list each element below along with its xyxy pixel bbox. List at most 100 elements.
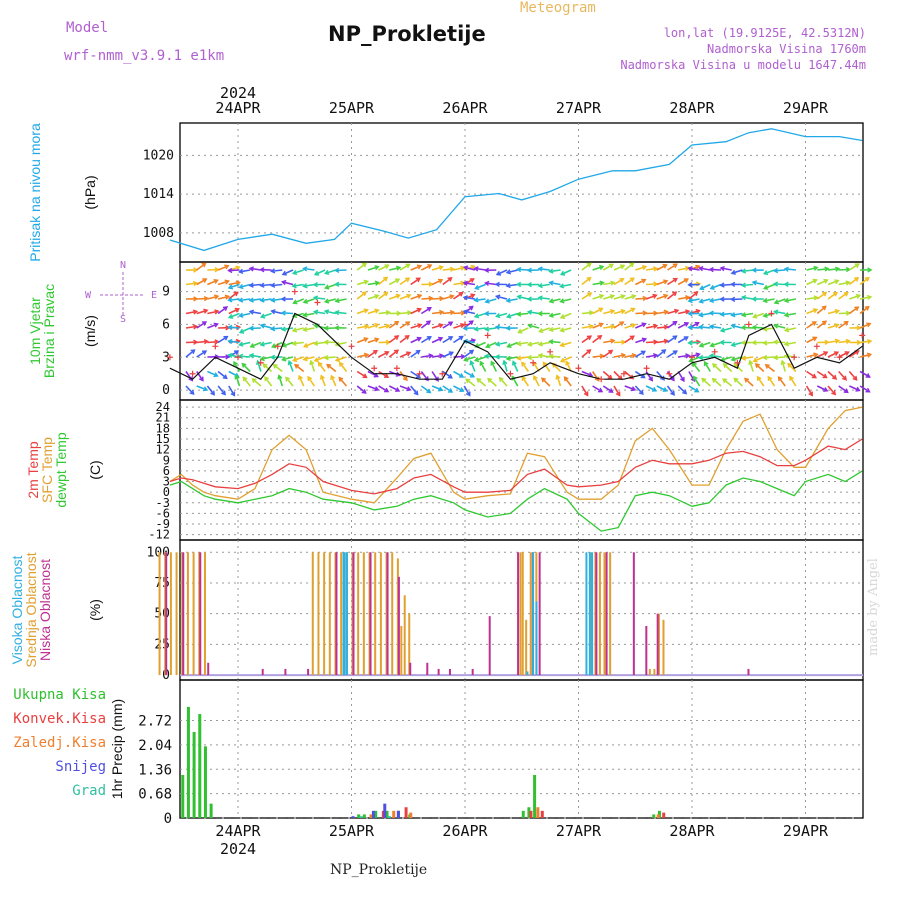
wind-arrow bbox=[260, 356, 272, 361]
wind-arrowhead bbox=[291, 340, 297, 347]
cloud-low-bar bbox=[538, 552, 541, 676]
wind-gust-marker bbox=[439, 370, 446, 377]
date-label-bottom: 25APR bbox=[329, 822, 375, 840]
wind-arrowhead bbox=[447, 388, 454, 393]
wind-arrow bbox=[528, 356, 540, 359]
wind-arrow bbox=[592, 265, 604, 271]
wind-arrowhead bbox=[783, 341, 790, 347]
pressure-ytick: 1020 bbox=[143, 148, 174, 163]
cloud-low-bar bbox=[207, 662, 210, 676]
wind-arrowhead bbox=[395, 371, 401, 377]
wind-arrow bbox=[592, 385, 603, 393]
wind-arrowhead bbox=[394, 335, 400, 340]
wind-arrowhead bbox=[235, 280, 241, 286]
wind-arrow bbox=[677, 322, 689, 329]
wind-gust-marker bbox=[212, 343, 219, 350]
wind-arrow bbox=[282, 269, 294, 276]
wind-arrow bbox=[264, 376, 273, 387]
wind-arrow bbox=[228, 326, 240, 329]
wind-arrowhead bbox=[292, 357, 298, 363]
wind-arrow bbox=[260, 324, 272, 329]
wind-arrowhead bbox=[631, 323, 637, 329]
wind-arrowhead bbox=[309, 359, 315, 366]
wind-arrowhead bbox=[281, 356, 287, 362]
wind-arrow bbox=[624, 295, 636, 300]
wind-arrow bbox=[431, 354, 444, 358]
cloud-mid-bar bbox=[340, 552, 343, 676]
wind-arrowhead bbox=[854, 263, 860, 269]
wind-arrow bbox=[560, 327, 572, 332]
wind-arrowhead bbox=[426, 388, 432, 394]
wind-arrow bbox=[806, 353, 818, 358]
wind-arrow bbox=[475, 341, 486, 348]
cloud-unit: (%) bbox=[87, 599, 103, 621]
wind-arrowhead bbox=[233, 350, 240, 355]
wind-arrowhead bbox=[733, 377, 739, 383]
wind-arrow bbox=[827, 291, 838, 300]
wind-arrow bbox=[206, 385, 215, 396]
temp-ytick: 18 bbox=[156, 421, 170, 435]
wind-arrow bbox=[774, 324, 786, 329]
wind-arrow bbox=[185, 349, 196, 358]
wind-arrowhead bbox=[448, 351, 455, 357]
wind-arrowhead bbox=[812, 308, 819, 314]
wind-arrow bbox=[378, 370, 389, 378]
wind-arrow bbox=[242, 376, 251, 387]
wind-arrowhead bbox=[730, 341, 736, 348]
precip-ytick: 1.36 bbox=[138, 762, 172, 778]
wind-arrowhead bbox=[751, 296, 757, 302]
wind-arrow bbox=[560, 283, 572, 288]
wind-arrowhead bbox=[203, 308, 209, 314]
cloud-mid-bar bbox=[357, 552, 360, 676]
wind-arrow bbox=[474, 356, 486, 362]
wind-arrow bbox=[581, 349, 591, 358]
wind-arrow bbox=[624, 307, 635, 315]
wind-arrow bbox=[399, 311, 412, 315]
wind-arrowhead bbox=[395, 265, 402, 271]
wind-arrowhead bbox=[780, 359, 786, 365]
wind-arrow bbox=[281, 312, 294, 315]
wind-arrowhead bbox=[462, 338, 468, 345]
wind-arrowhead bbox=[548, 280, 554, 286]
wind-arrowhead bbox=[638, 389, 644, 395]
wind-arrowhead bbox=[416, 264, 423, 270]
wind-arrowhead bbox=[494, 281, 500, 287]
wind-arrowhead bbox=[405, 277, 411, 283]
wind-arrowhead bbox=[224, 294, 231, 300]
wind-arrow bbox=[410, 349, 421, 358]
wind-arrow bbox=[678, 354, 690, 358]
wind-arrowhead bbox=[740, 355, 747, 361]
wind-arrowhead bbox=[822, 291, 828, 297]
wind-arrow bbox=[271, 283, 283, 287]
wind-arrow bbox=[838, 268, 850, 271]
wind-arrowhead bbox=[619, 278, 625, 283]
cloud-mid-bar bbox=[379, 552, 382, 676]
precip-ytick: 0 bbox=[164, 811, 172, 827]
wind-arrow bbox=[217, 385, 226, 396]
wind-gust-marker bbox=[689, 354, 695, 361]
wind-arrowhead bbox=[722, 378, 728, 384]
wind-arrowhead bbox=[406, 386, 412, 392]
wind-arrowhead bbox=[630, 307, 636, 313]
wind-arrowhead bbox=[752, 313, 758, 319]
wind-arrow bbox=[781, 360, 786, 372]
wind-arrowhead bbox=[469, 349, 475, 355]
wind-arrow bbox=[709, 268, 722, 271]
wind-arrow bbox=[859, 306, 870, 315]
wind-arrowhead bbox=[213, 279, 219, 284]
wind-arrowhead bbox=[323, 309, 330, 315]
wind-arrowhead bbox=[189, 389, 195, 395]
cloud-mid-bar bbox=[311, 552, 314, 676]
wind-arrowhead bbox=[537, 353, 543, 359]
wind-arrowhead bbox=[548, 353, 554, 359]
wind-arrow bbox=[310, 360, 316, 372]
wind-arrowhead bbox=[280, 279, 287, 286]
wind-arrowhead bbox=[845, 280, 851, 286]
wind-arrow bbox=[356, 309, 368, 315]
wind-arrow bbox=[720, 283, 732, 287]
wind-arrow bbox=[784, 327, 797, 332]
cloud-high-bar bbox=[342, 552, 345, 676]
wind-arrowhead bbox=[248, 325, 254, 331]
wind-arrowhead bbox=[393, 349, 400, 355]
wind-arrowhead bbox=[494, 354, 500, 360]
